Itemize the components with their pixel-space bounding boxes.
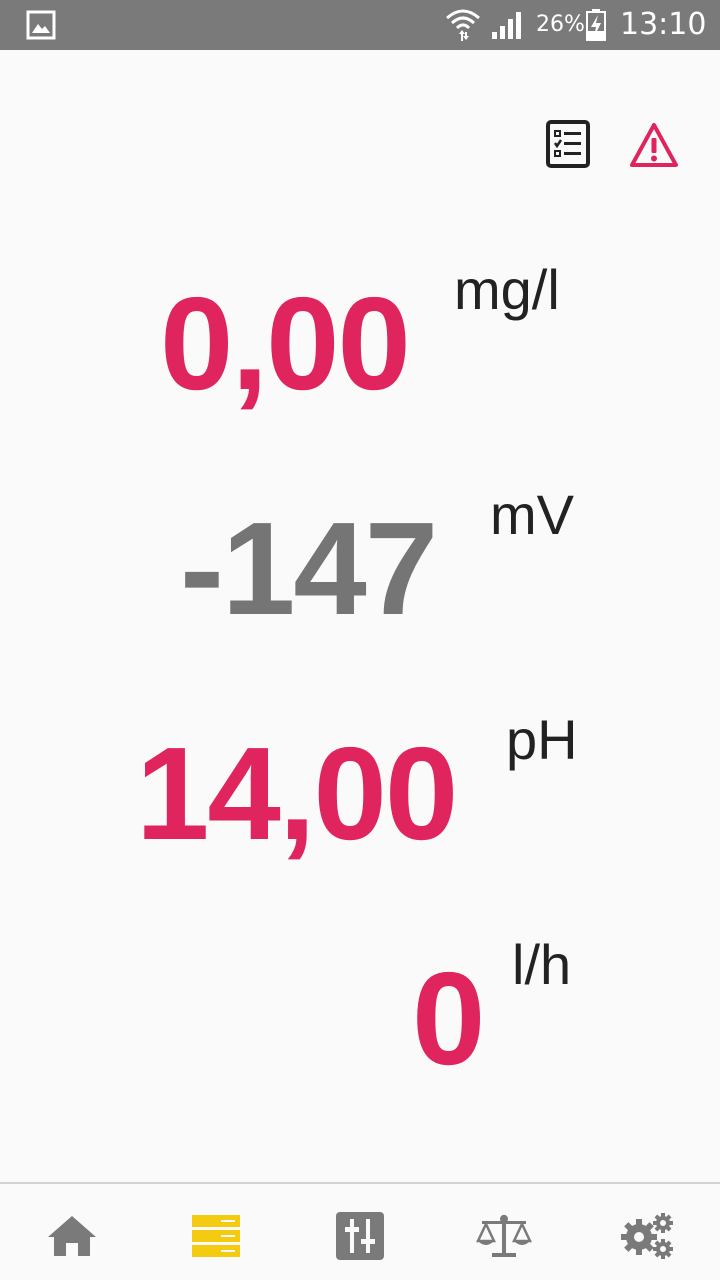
- reading-unit: pH: [506, 708, 578, 771]
- scale-icon: [476, 1215, 532, 1257]
- reading-value: 14,00: [136, 720, 458, 867]
- reading-chlorine: 0,00 mg/l: [0, 240, 720, 460]
- status-bar: 26% 13:10: [0, 0, 720, 50]
- home-icon: [48, 1216, 96, 1256]
- gallery-notification-icon: [26, 10, 56, 40]
- nav-settings-sliders[interactable]: [330, 1208, 390, 1264]
- reading-flow: 0 l/h: [0, 915, 720, 1135]
- reading-redox: -147 mV: [0, 465, 720, 685]
- nav-home[interactable]: [42, 1208, 102, 1264]
- warning-icon[interactable]: [629, 121, 679, 171]
- sliders-icon: [336, 1212, 384, 1260]
- checklist-icon[interactable]: [543, 119, 593, 169]
- battery-charging-icon: [586, 9, 606, 41]
- clock: 13:10: [620, 7, 707, 42]
- bottom-navigation: [0, 1182, 720, 1280]
- reading-value: 0,00: [160, 270, 411, 417]
- nav-calibration[interactable]: [474, 1208, 534, 1264]
- wifi-icon: [446, 9, 480, 41]
- nav-readings[interactable]: [186, 1208, 246, 1264]
- reading-unit: l/h: [512, 933, 572, 996]
- reading-value: 0: [412, 945, 485, 1092]
- reading-unit: mg/l: [454, 258, 560, 321]
- list-icon: [192, 1215, 240, 1257]
- reading-unit: mV: [490, 483, 574, 546]
- gears-icon: [621, 1213, 673, 1259]
- signal-strength-icon: [492, 12, 521, 39]
- battery-percent: 26%: [536, 12, 585, 37]
- reading-ph: 14,00 pH: [0, 690, 720, 910]
- nav-system-settings[interactable]: [618, 1208, 678, 1264]
- reading-value: -147: [180, 495, 438, 642]
